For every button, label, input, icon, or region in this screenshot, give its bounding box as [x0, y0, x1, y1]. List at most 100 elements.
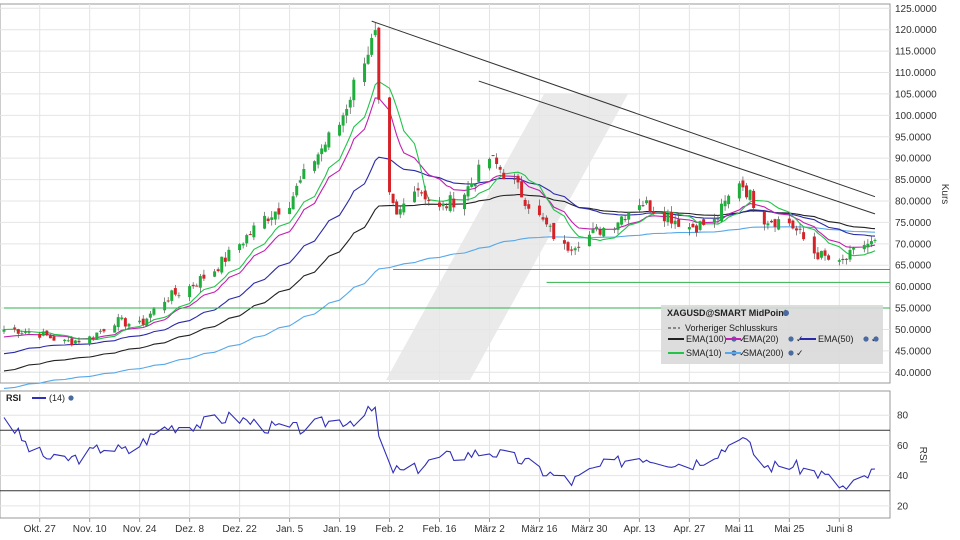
candle-body: [552, 222, 556, 240]
candle-body: [191, 284, 195, 287]
legend-label-ema50: EMA(50): [818, 334, 854, 344]
candle-body: [869, 241, 873, 245]
candle-body: [348, 99, 352, 108]
price-panel: 125.0000 120.0000 115.0000 110.0000 105.0000…: [0, 3, 950, 389]
candle-body: [370, 37, 374, 55]
candle-body: [577, 246, 581, 248]
candle-body: [270, 217, 274, 220]
candle-body: [77, 340, 81, 343]
x-tick-label: Mai 25: [774, 524, 804, 535]
candle-body: [791, 220, 795, 229]
candle-body: [452, 198, 456, 208]
y-tick-label: 95.0000: [895, 132, 932, 143]
candle-body: [677, 219, 681, 227]
candle-body: [388, 97, 392, 193]
candle-body: [120, 317, 124, 320]
candle-body: [291, 196, 295, 210]
candle-body: [787, 218, 791, 224]
candle-body: [737, 183, 741, 199]
x-tick-label: Nov. 10: [73, 524, 107, 535]
candle-body: [448, 195, 452, 211]
candle-body: [52, 336, 56, 341]
y-tick-label: 80.0000: [895, 196, 932, 207]
rsi-line: [3, 405, 876, 491]
rsi-y-tick-label: 80: [897, 411, 909, 422]
check-icon: ✓: [796, 348, 804, 358]
candle-body: [70, 338, 74, 345]
candle-body: [2, 329, 6, 332]
candle-body: [512, 178, 516, 180]
candle-body: [487, 158, 491, 169]
y-tick-label: 65.0000: [895, 261, 932, 272]
y-tick-label: 55.0000: [895, 304, 932, 315]
candle-body: [63, 339, 67, 342]
candle-body: [302, 169, 306, 179]
candle-body: [173, 288, 177, 295]
candle-body: [666, 213, 670, 223]
y-axis-label: Kurs: [939, 184, 950, 205]
candle-body: [148, 313, 152, 318]
candle-body: [748, 190, 752, 200]
candle-body: [91, 337, 95, 339]
candles: [2, 22, 877, 347]
candle-body: [395, 201, 399, 215]
candle-body: [252, 225, 256, 238]
sma200-line: [3, 226, 876, 389]
candle-body: [841, 258, 845, 260]
rsi-panel-frame: [0, 390, 891, 519]
candle-body: [227, 249, 231, 262]
y-tick-label: 105.0000: [895, 89, 937, 100]
candle-body: [516, 175, 520, 183]
rsi-title: RSI: [6, 393, 21, 403]
candle-body: [620, 216, 624, 225]
candle-body: [166, 300, 170, 302]
candle-body: [562, 240, 566, 244]
candle-body: [698, 221, 702, 230]
x-tick-label: Apr. 27: [674, 524, 706, 535]
candle-body: [198, 276, 202, 288]
candle-body: [345, 108, 349, 116]
candle-body: [316, 154, 320, 165]
legend-label-sma200: SMA(200): [743, 348, 784, 358]
candle-body: [652, 211, 656, 214]
candle-body: [16, 329, 20, 334]
x-tick-label: Okt. 27: [24, 524, 57, 535]
candle-body: [441, 203, 445, 207]
candle-body: [723, 200, 727, 207]
y-tick-label: 90.0000: [895, 154, 932, 165]
y-tick-label: 115.0000: [895, 47, 936, 58]
legend-label-ema100: EMA(100): [686, 334, 727, 344]
candle-body: [313, 161, 317, 171]
x-tick-label: Jan. 19: [323, 524, 356, 535]
candle-body: [462, 194, 466, 210]
candle-body: [794, 228, 798, 231]
x-tick-label: Dez. 8: [175, 524, 204, 535]
candle-body: [66, 340, 70, 342]
candle-body: [141, 318, 145, 325]
candle-body: [188, 286, 192, 298]
rsi-series-label: (14): [49, 393, 65, 403]
ema20-line: [3, 97, 876, 340]
y-tick-label: 85.0000: [895, 175, 932, 186]
candle-body: [95, 332, 99, 340]
candle-body: [595, 226, 599, 229]
candle-body: [837, 260, 841, 262]
candle-body: [145, 318, 149, 327]
candle-body: [327, 132, 331, 148]
candle-body: [320, 148, 324, 155]
candle-body: [352, 79, 356, 101]
candle-body: [502, 172, 506, 180]
candle-body: [602, 227, 606, 237]
candle-body: [277, 208, 281, 215]
candle-body: [223, 257, 227, 262]
settings-dot-icon: [788, 336, 794, 342]
candle-body: [548, 225, 552, 227]
candle-body: [777, 219, 781, 230]
candle-body: [48, 335, 52, 339]
x-tick-label: Jan. 5: [276, 524, 304, 535]
candle-body: [402, 203, 406, 213]
candle-body: [537, 205, 541, 216]
candle-body: [673, 220, 677, 225]
check-icon: ✓: [739, 348, 747, 358]
candle-body: [648, 200, 652, 213]
